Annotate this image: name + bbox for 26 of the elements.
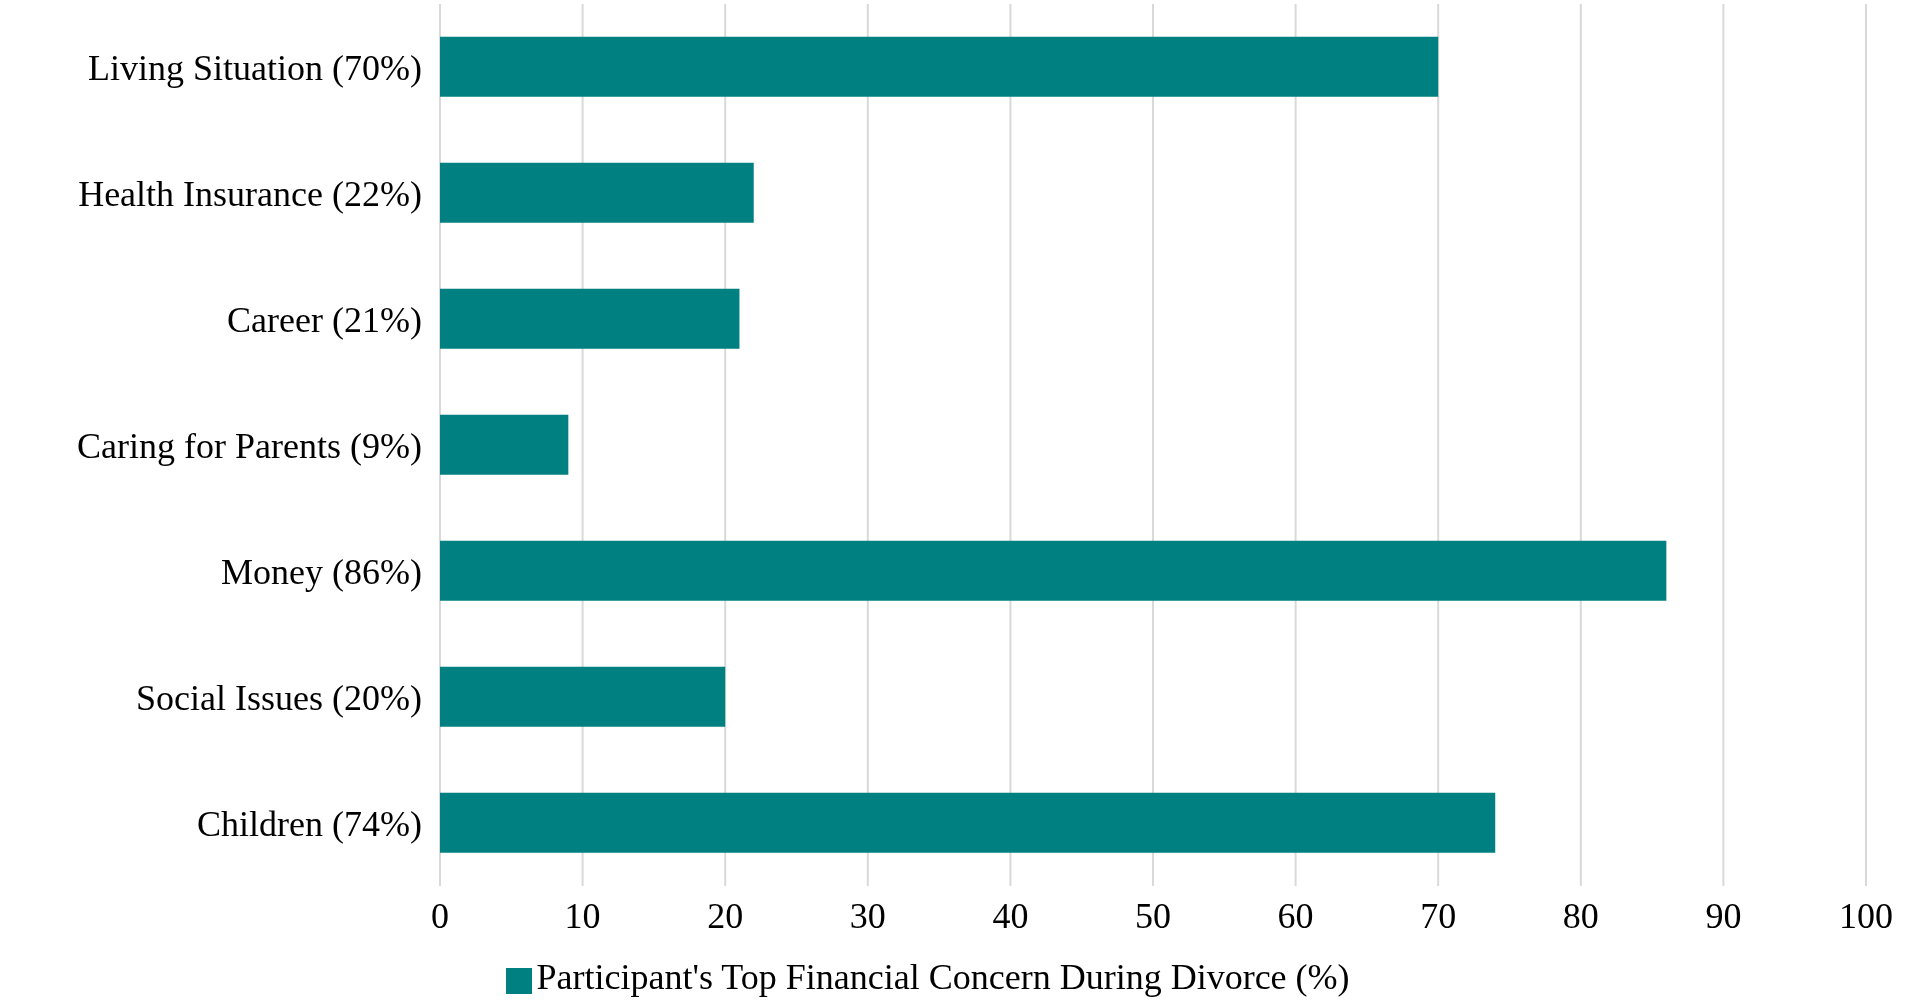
x-tick-label: 10 xyxy=(564,895,601,936)
bar xyxy=(440,36,1439,97)
bar xyxy=(440,288,740,349)
bar xyxy=(440,666,726,727)
y-tick-label: Social Issues (20%) xyxy=(136,677,422,718)
x-tick-label: 0 xyxy=(431,895,449,936)
y-tick-label: Living Situation (70%) xyxy=(88,47,422,88)
x-tick-label: 80 xyxy=(1562,895,1599,936)
bar xyxy=(440,162,754,223)
y-tick-label: Money (86%) xyxy=(221,551,422,592)
x-tick-label: 90 xyxy=(1705,895,1742,936)
y-tick-label: Children (74%) xyxy=(197,803,422,844)
x-tick-label: 40 xyxy=(992,895,1029,936)
bar xyxy=(440,792,1496,853)
x-tick-label: 30 xyxy=(849,895,886,936)
x-tick-label: 100 xyxy=(1839,895,1893,936)
x-tick-label: 50 xyxy=(1135,895,1171,936)
bar xyxy=(440,414,569,475)
bar xyxy=(440,540,1667,601)
x-tick-label: 70 xyxy=(1420,895,1457,936)
x-tick-label: 20 xyxy=(707,895,744,936)
x-tick-label: 60 xyxy=(1277,895,1314,936)
legend-label: Participant's Top Financial Concern During Divorce (%) xyxy=(536,957,1350,997)
y-tick-label: Health Insurance (22%) xyxy=(78,173,422,214)
y-tick-label: Career (21%) xyxy=(227,299,422,340)
y-tick-label: Caring for Parents (9%) xyxy=(77,425,422,466)
